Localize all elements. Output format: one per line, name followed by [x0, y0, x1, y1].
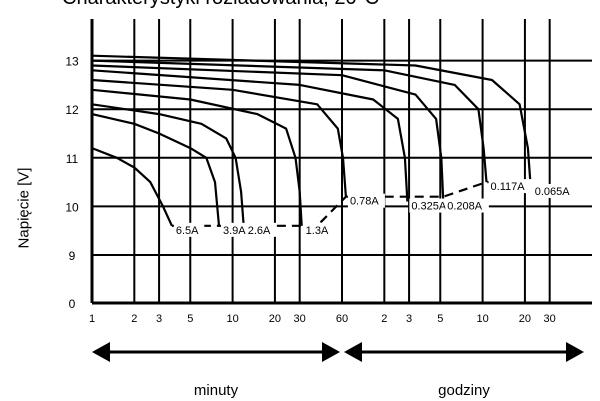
chart-grid	[91, 19, 592, 303]
series-label-6_5A: 6.5A	[176, 225, 199, 237]
discharge-curve-0_78A	[91, 78, 347, 197]
x-tick-label: 2	[381, 313, 387, 325]
series-label-bg	[445, 198, 489, 213]
discharge-curve-0_208A	[91, 64, 445, 202]
series-label-bg	[173, 222, 205, 237]
y-tick-label: 10	[65, 200, 79, 214]
x-tick-label: 2	[131, 313, 137, 325]
band-arrow-head-left	[344, 342, 362, 362]
x-tick-label: 30	[294, 313, 306, 325]
discharge-curve-2_6A	[91, 103, 245, 226]
series-label-bg	[488, 179, 533, 194]
discharge-curve-3_9A	[91, 113, 221, 226]
series-label-bg	[220, 222, 252, 237]
chart-title: Charakterystyki rozładowania, 20°C	[62, 0, 379, 10]
y-tick-label: 9	[69, 249, 76, 263]
time-band-arrows	[92, 342, 584, 362]
series-labels: 6.5A 3.9A 2.6A 1.3A 0.78A 0.325A 0.208A 0.117A 0…	[173, 179, 577, 237]
series-label-0_065A: 0.065A	[535, 186, 571, 198]
series-label-2_6A: 2.6A	[248, 225, 271, 237]
series-label-bg	[409, 198, 453, 213]
series-label-0_325A: 0.325A	[411, 201, 447, 213]
series-label-0_78A: 0.78A	[350, 196, 379, 208]
time-band-label: minuty	[193, 382, 239, 399]
discharge-curve-0_325A	[91, 69, 409, 202]
y-tick-label: 0	[69, 297, 76, 311]
series-label-bg	[245, 222, 277, 237]
series-label-0_117A: 0.117A	[491, 181, 526, 193]
x-tick-label: 60	[336, 313, 348, 325]
discharge-curves	[91, 54, 532, 227]
band-arrow-head-left	[92, 342, 110, 362]
discharge-curve-0_065A	[91, 54, 532, 188]
x-tick-label: 20	[519, 313, 531, 325]
series-label-bg	[303, 222, 335, 237]
series-label-3_9A: 3.9A	[223, 225, 246, 237]
y-tick-label: 11	[66, 152, 79, 166]
x-tick-label: 20	[269, 313, 281, 325]
cutoff-voltage-line	[171, 181, 531, 227]
series-label-1_3A: 1.3A	[306, 225, 329, 237]
time-band-label: godziny	[438, 382, 490, 399]
x-tick-label: 30	[544, 313, 556, 325]
x-tick-label: 5	[437, 313, 443, 325]
x-tick-label: 3	[406, 313, 412, 325]
y-tick-label: 13	[65, 55, 79, 69]
discharge-curve-0_117A	[91, 59, 488, 183]
band-arrow-head-right	[322, 342, 340, 362]
x-tick-label: 5	[187, 313, 193, 325]
band-arrow-head-right	[566, 342, 584, 362]
y-tick-label: 12	[65, 103, 79, 117]
discharge-curve-6_5A	[91, 147, 173, 227]
series-label-bg	[347, 193, 385, 208]
discharge-curve-1_3A	[91, 88, 303, 226]
x-tick-label: 10	[226, 313, 238, 325]
series-label-bg	[532, 183, 577, 198]
series-label-0_208A: 0.208A	[447, 201, 483, 213]
x-tick-label: 1	[89, 313, 95, 325]
x-tick-label: 10	[476, 313, 488, 325]
x-tick-label: 3	[156, 313, 162, 325]
